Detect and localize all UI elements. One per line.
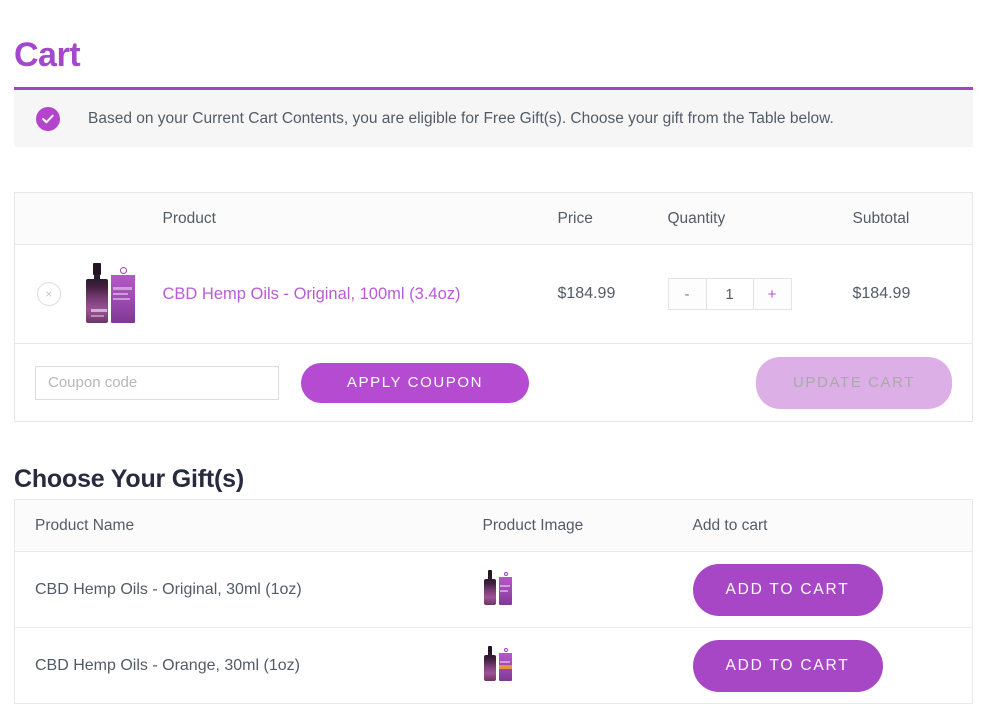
remove-item-icon[interactable]: × — [36, 282, 61, 306]
product-thumbnail-cell — [82, 244, 163, 344]
box-logo-icon — [503, 648, 508, 652]
bottle-neck — [93, 273, 100, 280]
remove-cell: × — [14, 244, 83, 344]
bottle-label-line — [90, 308, 107, 312]
apply-coupon-button[interactable]: APPLY COUPON — [301, 362, 529, 403]
free-gift-notice: Based on your Current Cart Contents, you… — [14, 87, 973, 147]
bottle-body — [483, 579, 496, 605]
product-price: $184.99 — [557, 244, 668, 344]
gift-thumbnail[interactable] — [483, 569, 513, 605]
gift-image-cell — [463, 628, 673, 704]
add-to-cart-button[interactable]: ADD TO CART — [692, 639, 883, 692]
box-label-line — [499, 590, 508, 592]
cart-item-row: × — [14, 244, 973, 344]
box-label-line — [499, 585, 510, 587]
gift-name: CBD Hemp Oils - Original, 30ml (1oz) — [14, 551, 463, 628]
cart-actions-cell: APPLY COUPON UPDATE CART — [14, 343, 973, 422]
box-logo-icon — [503, 572, 508, 576]
gift-header-add: Add to cart — [672, 499, 973, 552]
cart-actions-row: APPLY COUPON UPDATE CART — [14, 343, 973, 422]
gift-image-cell — [462, 551, 673, 628]
product-link[interactable]: CBD Hemp Oils - Original, 100ml (3.4oz) — [162, 284, 461, 303]
product-box — [110, 264, 135, 323]
gift-table-body: CBD Hemp Oils - Original, 30ml (1oz) — [14, 551, 973, 704]
box-orange-band — [498, 665, 512, 669]
product-box — [498, 647, 512, 681]
box-label-line — [499, 661, 510, 663]
bottle-cap — [487, 570, 492, 577]
bottle-body — [85, 278, 108, 323]
product-subtotal: $184.99 — [852, 244, 973, 344]
cart-header-price: Price — [557, 192, 668, 245]
gift-section-heading: Choose Your Gift(s) — [14, 464, 245, 493]
gift-row: CBD Hemp Oils - Original, 30ml (1oz) — [14, 551, 973, 628]
notice-message: Based on your Current Cart Contents, you… — [88, 109, 834, 127]
cart-actions: APPLY COUPON UPDATE CART — [35, 356, 952, 409]
box-logo-icon — [119, 266, 127, 274]
update-cart-button: UPDATE CART — [756, 356, 952, 409]
quantity-stepper[interactable]: - + — [667, 278, 792, 310]
gift-table-head: Product Name Product Image Add to cart — [14, 499, 973, 552]
cart-table: Product Price Quantity Subtotal × — [14, 192, 973, 422]
bottle-label-line — [90, 314, 104, 317]
cart-table-body: × — [14, 244, 973, 422]
quantity-input[interactable] — [706, 279, 753, 309]
quantity-cell: - + — [667, 244, 853, 344]
quantity-increase-button[interactable]: + — [752, 279, 791, 309]
box-label-line — [112, 297, 130, 300]
quantity-decrease-button[interactable]: - — [668, 279, 707, 309]
gift-header-image: Product Image — [462, 499, 673, 552]
gift-table: Product Name Product Image Add to cart C… — [14, 499, 973, 704]
cart-header-product: Product — [162, 192, 558, 245]
cart-header-subtotal: Subtotal — [852, 192, 973, 245]
coupon-input[interactable] — [35, 365, 279, 400]
bottle-cap — [487, 646, 492, 653]
page-title: Cart — [14, 35, 81, 74]
cart-header-row: Product Price Quantity Subtotal — [14, 192, 973, 245]
cart-table-head: Product Price Quantity Subtotal — [14, 192, 973, 245]
box-label-line — [112, 292, 128, 295]
gift-row: CBD Hemp Oils - Orange, 30ml (1oz) — [15, 628, 973, 704]
add-to-cart-button[interactable]: ADD TO CART — [692, 563, 883, 616]
product-thumbnail[interactable] — [83, 261, 137, 323]
gift-add-cell: ADD TO CART — [673, 628, 973, 704]
bottle-neck — [487, 576, 492, 580]
cart-header-remove — [14, 192, 83, 245]
product-name-cell: CBD Hemp Oils - Original, 100ml (3.4oz) — [162, 244, 558, 344]
bottle-neck — [487, 652, 492, 656]
bottle-body — [483, 655, 496, 681]
cart-header-thumbnail — [82, 192, 163, 245]
product-box — [498, 571, 512, 605]
gift-name: CBD Hemp Oils - Orange, 30ml (1oz) — [35, 656, 300, 674]
gift-header-name: Product Name — [14, 499, 463, 552]
box-label-line — [112, 286, 132, 290]
check-circle-icon — [36, 106, 60, 131]
bottle-cap — [92, 262, 101, 275]
cart-header-quantity: Quantity — [667, 192, 853, 245]
gift-header-row: Product Name Product Image Add to cart — [14, 499, 973, 552]
gift-add-cell: ADD TO CART — [672, 551, 973, 628]
gift-thumbnail[interactable] — [483, 645, 513, 681]
